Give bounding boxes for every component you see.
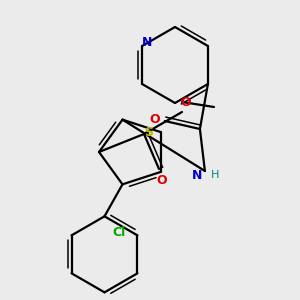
- Text: O: O: [150, 112, 160, 125]
- Text: N: N: [142, 37, 152, 50]
- Text: S: S: [144, 125, 153, 139]
- Text: Cl: Cl: [113, 226, 126, 239]
- Text: N: N: [192, 169, 202, 182]
- Text: O: O: [157, 175, 167, 188]
- Text: H: H: [211, 170, 219, 180]
- Text: O: O: [181, 95, 191, 109]
